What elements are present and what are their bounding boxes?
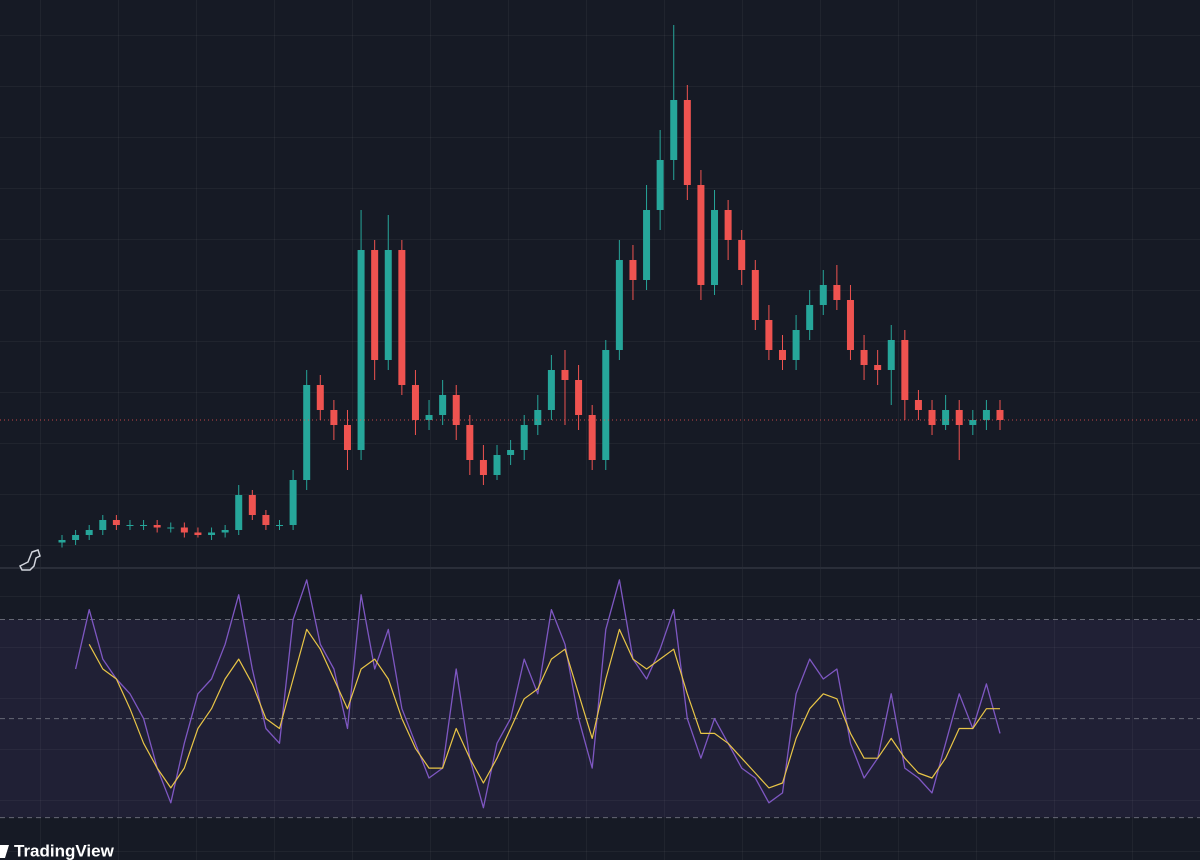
candle-body	[942, 410, 950, 425]
candle-body	[914, 400, 922, 410]
candle-body	[99, 520, 107, 530]
candle-body	[602, 350, 610, 460]
candle-body	[575, 380, 583, 415]
candle-body	[85, 530, 93, 535]
candle-body	[411, 385, 419, 420]
candle-body	[303, 385, 311, 480]
candle-body	[221, 530, 229, 533]
candle-body	[140, 525, 148, 526]
candle-body	[534, 410, 542, 425]
candle-body	[751, 270, 759, 320]
candle-body	[466, 425, 474, 460]
candle-body	[588, 415, 596, 460]
candle-body	[194, 532, 202, 535]
candle-body	[901, 340, 909, 400]
candle-body	[996, 410, 1004, 420]
candle-body	[208, 532, 216, 535]
candle-body	[493, 455, 501, 475]
candle-body	[874, 365, 882, 370]
candle-body	[520, 425, 528, 450]
candle-body	[276, 525, 284, 526]
candle-body	[833, 285, 841, 300]
candle-body	[765, 320, 773, 350]
candle-body	[656, 160, 664, 210]
candle-body	[262, 515, 270, 525]
candle-body	[371, 250, 379, 360]
candle-body	[792, 330, 800, 360]
rsi-ma-line	[88, 628, 1000, 789]
candle-body	[887, 340, 895, 370]
candle-body	[425, 415, 433, 420]
candle-body	[153, 525, 161, 528]
candle-body	[398, 250, 406, 385]
candle-body	[112, 520, 120, 525]
candle-body	[561, 370, 569, 380]
candle-body	[778, 350, 786, 360]
candle-body	[615, 260, 623, 350]
candle-body	[643, 210, 651, 280]
candle-body	[316, 385, 324, 410]
candle-body	[711, 210, 719, 285]
dino-icon	[18, 549, 41, 571]
candle-body	[479, 460, 487, 475]
candle-body	[439, 395, 447, 415]
candle-body	[683, 100, 691, 185]
candle-body	[969, 420, 977, 425]
candle-body	[955, 410, 963, 425]
candle-body	[806, 305, 814, 330]
candle-body	[72, 535, 80, 540]
candle-body	[289, 480, 297, 525]
candle-body	[697, 185, 705, 285]
candle-body	[235, 495, 243, 530]
candle-body	[452, 395, 460, 425]
candle-body	[167, 527, 175, 529]
candle-body	[58, 540, 66, 543]
candle-body	[982, 410, 990, 420]
candle-body	[860, 350, 868, 365]
candle-body	[357, 250, 365, 450]
candle-body	[343, 425, 351, 450]
candle-body	[928, 410, 936, 425]
candle-body	[670, 100, 678, 160]
candle-body	[126, 525, 134, 526]
candle-body	[507, 450, 515, 455]
brand-name: TradingView	[14, 841, 115, 860]
candle-body	[547, 370, 555, 410]
candle-body	[248, 495, 256, 515]
candle-body	[738, 240, 746, 270]
candle-body	[846, 300, 854, 350]
candle-body	[180, 527, 188, 533]
logo-mark	[0, 845, 9, 858]
candle-body	[330, 410, 338, 425]
candle-body	[629, 260, 637, 280]
rsi-line	[74, 579, 1001, 809]
brand-logo: TradingView	[0, 841, 115, 860]
candle-body	[724, 210, 732, 240]
candle-body	[819, 285, 827, 305]
candle-body	[384, 250, 392, 360]
